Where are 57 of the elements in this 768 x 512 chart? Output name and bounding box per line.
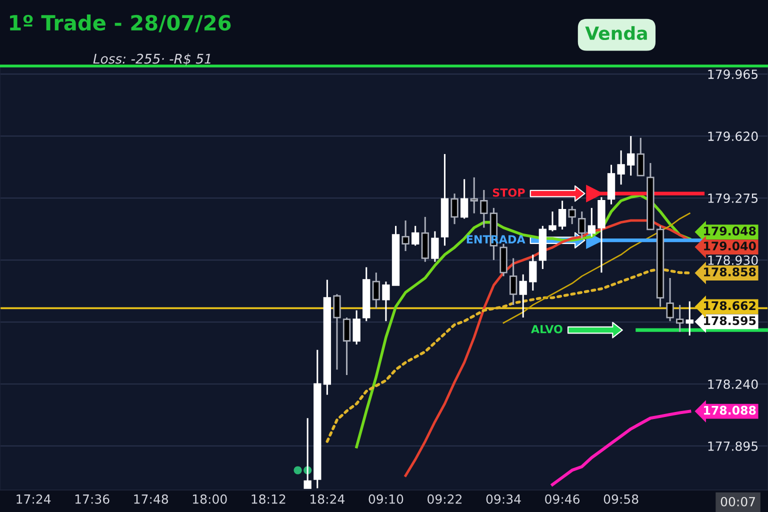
candlestick bbox=[617, 150, 625, 186]
x-tick-label: 17:24 bbox=[16, 494, 51, 504]
candlestick bbox=[558, 200, 566, 230]
candlestick bbox=[676, 304, 684, 333]
candlestick bbox=[431, 230, 439, 263]
candlestick bbox=[666, 277, 674, 322]
candlestick bbox=[460, 178, 468, 220]
x-tick-label: 09:58 bbox=[604, 494, 638, 504]
candlestick bbox=[402, 220, 410, 252]
candlestick bbox=[342, 316, 351, 376]
chart-subtitle: Loss: -255· -R$ 51 bbox=[93, 54, 210, 66]
ref-line-label: 178.662 bbox=[704, 301, 756, 310]
x-tick-label: 18:12 bbox=[252, 494, 286, 504]
x-tick-label: 09:46 bbox=[545, 494, 580, 504]
x-tick-label: 17:48 bbox=[134, 494, 168, 504]
ref-line-label: STOP bbox=[492, 188, 525, 197]
candlestick bbox=[529, 254, 537, 292]
data-label: 179.048 bbox=[704, 226, 756, 236]
y-tick-label: 178.930 bbox=[708, 256, 758, 265]
y-tick-label: 179.275 bbox=[708, 194, 758, 203]
candlestick bbox=[578, 210, 586, 240]
candlestick bbox=[382, 280, 390, 322]
candlestick bbox=[588, 207, 596, 238]
line-series bbox=[326, 268, 692, 443]
data-label: 179.040 bbox=[704, 242, 756, 250]
y-tick-label: 177.895 bbox=[708, 441, 758, 451]
text: Venda bbox=[585, 26, 647, 40]
data-label: 178.088 bbox=[704, 406, 756, 415]
data-label: 178.858 bbox=[704, 267, 756, 276]
y-tick-label: 179.620 bbox=[708, 132, 758, 141]
candlestick bbox=[568, 205, 576, 225]
candlestick bbox=[333, 293, 341, 370]
x-tick-label: 17:36 bbox=[75, 494, 110, 504]
x-tick-label: 09:22 bbox=[428, 494, 462, 504]
candlestick bbox=[519, 274, 527, 318]
chart-title: 1º Trade - 28/07/26 bbox=[10, 14, 231, 32]
x-tick-label: 18:00 bbox=[192, 494, 227, 504]
candlestick bbox=[509, 257, 518, 306]
y-tick-label: 178.240 bbox=[708, 379, 758, 389]
x-tick-label: 09:34 bbox=[486, 494, 521, 504]
x-tick-label: 18:24 bbox=[310, 494, 344, 504]
text: 00:07 bbox=[720, 496, 755, 506]
candlestick bbox=[627, 135, 635, 176]
candlestick bbox=[372, 272, 380, 310]
x-tick-label: 09:10 bbox=[368, 494, 404, 504]
line-series bbox=[550, 410, 692, 486]
text: 178.595 bbox=[704, 316, 756, 326]
ref-line-label: ALVO bbox=[530, 324, 562, 334]
candlestick bbox=[352, 310, 360, 346]
candlestick bbox=[412, 225, 420, 246]
candlestick bbox=[470, 176, 478, 214]
candlestick bbox=[450, 192, 458, 225]
candlestick bbox=[548, 210, 556, 232]
candlestick bbox=[480, 189, 488, 228]
line-series bbox=[404, 219, 691, 477]
y-tick-label: 179.965 bbox=[708, 70, 758, 80]
candlestick bbox=[636, 137, 644, 176]
